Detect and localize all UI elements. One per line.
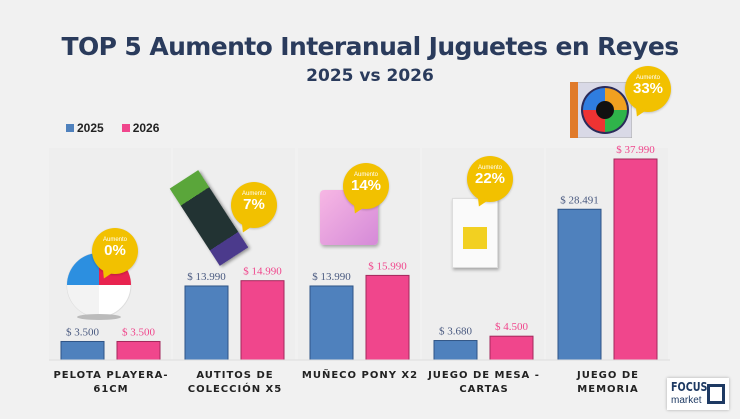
increase-bubble: Aumento 33% [625,66,671,112]
bubble-label: Aumento [635,75,660,81]
legend: 2025 2026 [66,121,159,135]
data-label-2026: $ 37.990 [616,144,655,156]
legend-item-2026: 2026 [121,121,160,135]
bar-2025 [433,340,478,361]
category-label-line: MUÑECO PONY X2 [301,370,419,381]
increase-percent: 7% [243,196,265,213]
focus-market-logo: FOCUS market [667,378,729,410]
bar-2026 [489,335,534,361]
logo-frame-icon [707,384,725,404]
chart-title: TOP 5 Aumento Interanual Juguetes en Rey… [61,32,680,61]
increase-bubble: Aumento 7% [231,182,277,228]
legend-swatch-2026 [121,124,130,132]
legend-label-2025: 2025 [77,121,104,135]
data-label-2026: $ 3.500 [122,326,156,338]
legend-swatch-2025 [66,124,74,132]
category-label: MUÑECO PONY X2 [298,369,422,383]
chart-subtitle: 2025 vs 2026 [306,66,434,86]
category-label: JUEGO DE MEMORIA [546,369,670,397]
bar-2026 [240,280,285,361]
bar-2025 [60,340,105,361]
legend-item-2025: 2025 [66,121,104,135]
data-label-2026: $ 14.990 [243,266,282,278]
memory-game-image [570,82,632,138]
increase-bubble: Aumento 14% [343,163,389,209]
card-game-art [463,227,487,249]
bubble-label: Aumento [241,191,266,197]
legend-label-2026: 2026 [132,121,160,135]
increase-percent: 22% [474,170,506,187]
card-game-image [452,198,498,268]
data-label-2025: $ 3.500 [66,326,100,338]
increase-bubble: Aumento 0% [92,228,138,274]
data-label-2025: $ 28.491 [560,194,599,206]
data-label-2026: $ 15.990 [368,260,407,272]
category-label-line: AUTITOS DE [196,370,274,381]
bubble-label: Aumento [102,237,127,243]
bar-2026 [365,274,410,361]
data-label-2026: $ 4.500 [495,321,529,333]
bar-2025 [557,208,602,361]
bubble-label: Aumento [477,165,502,171]
category-label-line: JUEGO DE MESA - [428,370,540,381]
bar-2026 [116,340,161,361]
category-label: PELOTA PLAYERA- 61CM [49,369,173,397]
category-label: JUEGO DE MESA - CARTAS [422,369,546,397]
data-label-2025: $ 3.680 [439,326,473,338]
bar-2025 [184,285,229,361]
increase-percent: 33% [632,80,664,97]
category-label-line: JUEGO DE MEMORIA [577,370,639,395]
category-label-line: CARTAS [459,384,509,395]
category-label-line: 61CM [93,384,129,395]
data-label-2025: $ 13.990 [187,271,226,283]
increase-bubble: Aumento 22% [467,156,513,202]
bar-2026 [613,158,658,361]
category-label-line: PELOTA PLAYERA- [53,370,169,381]
logo-subtext: market [671,395,702,406]
category-label: AUTITOS DE COLECCIÓN X5 [173,369,297,397]
logo-text: FOCUS [671,380,708,394]
bubble-label: Aumento [353,172,378,178]
bar-2025 [309,285,354,361]
category-label-line: COLECCIÓN X5 [187,384,283,395]
data-label-2025: $ 13.990 [312,271,351,283]
increase-percent: 14% [350,177,382,194]
increase-percent: 0% [104,242,126,259]
